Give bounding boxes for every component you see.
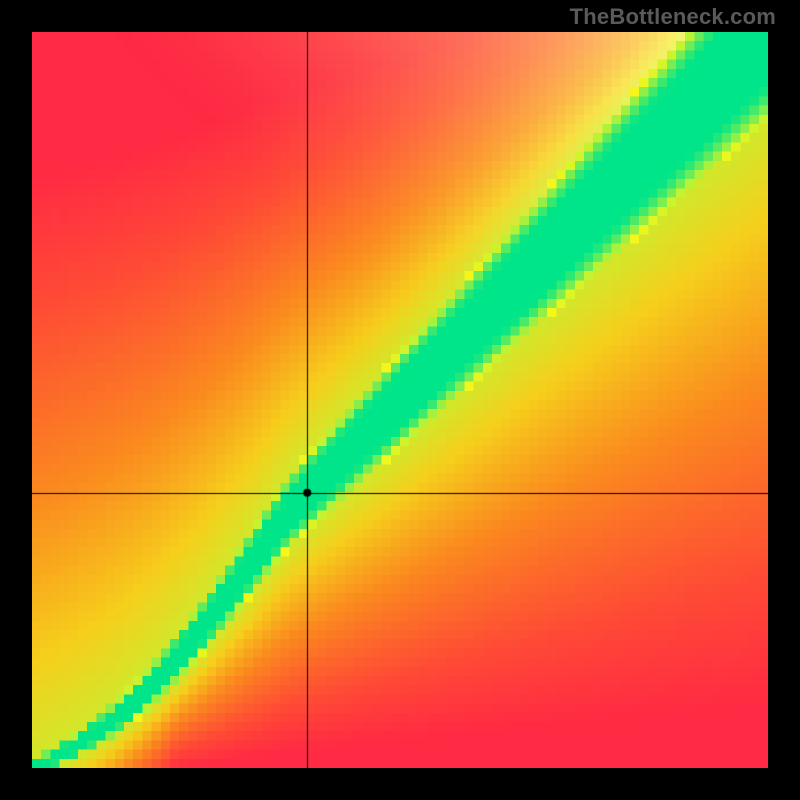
watermark-text: TheBottleneck.com: [570, 4, 776, 30]
crosshair-overlay: [32, 32, 768, 768]
root: TheBottleneck.com: [0, 0, 800, 800]
